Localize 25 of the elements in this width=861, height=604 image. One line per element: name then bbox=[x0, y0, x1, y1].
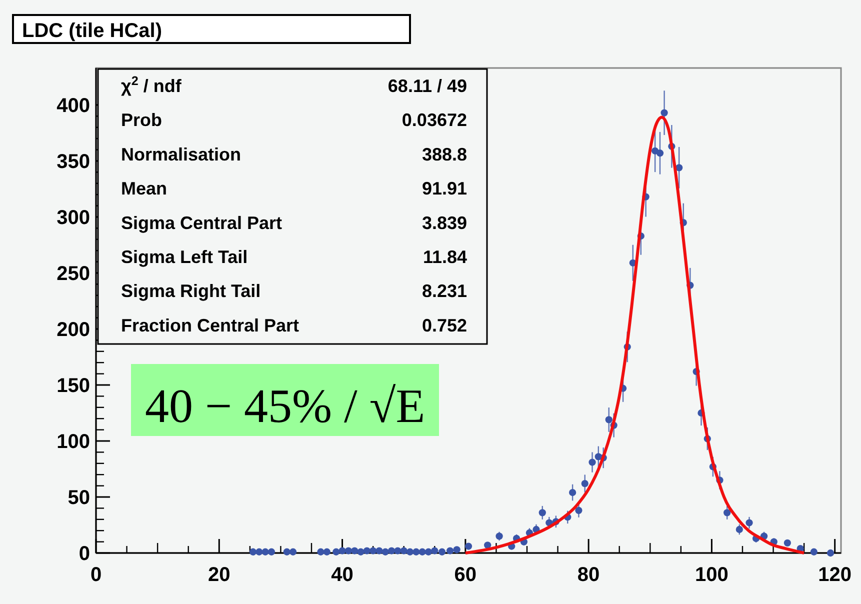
text: Sigma Left Tail 11.84 bbox=[121, 247, 467, 267]
text: Normalisation 388.8 bbox=[121, 144, 467, 164]
x-tick-label: 80 bbox=[577, 564, 600, 586]
text: Sigma Right Tail 8.231 bbox=[121, 281, 467, 302]
x-tick-label: 120 bbox=[818, 564, 852, 586]
y-tick-label: 100 bbox=[56, 430, 90, 453]
y-tick-label: 350 bbox=[56, 150, 90, 173]
y-tick-label: 50 bbox=[68, 486, 90, 509]
text: Fraction Central Part 0.752 bbox=[121, 315, 467, 336]
text: Sigma Central Part 3.839 bbox=[121, 212, 467, 233]
text: χ$^{2}$ / ndf 68.11 / 49 bbox=[121, 74, 467, 96]
text: Prob 0.03672 bbox=[121, 110, 467, 130]
y-tick-label: 250 bbox=[56, 262, 90, 285]
y-tick-label: 150 bbox=[56, 374, 90, 397]
annotation: 40 − 45% / √E bbox=[144, 380, 426, 433]
y-tick-label: 400 bbox=[56, 94, 90, 117]
text: Mean 91.91 bbox=[121, 178, 467, 199]
x-tick-label: 100 bbox=[695, 564, 728, 586]
y-tick-label: 200 bbox=[56, 318, 90, 341]
x-tick-label: 60 bbox=[454, 564, 477, 586]
y-tick-label: 0 bbox=[78, 543, 90, 565]
chart-title: LDC (tile HCal) bbox=[22, 20, 162, 42]
y-tick-label: 300 bbox=[56, 206, 90, 229]
x-tick-label: 40 bbox=[331, 564, 354, 586]
x-tick-label: 20 bbox=[208, 564, 230, 586]
